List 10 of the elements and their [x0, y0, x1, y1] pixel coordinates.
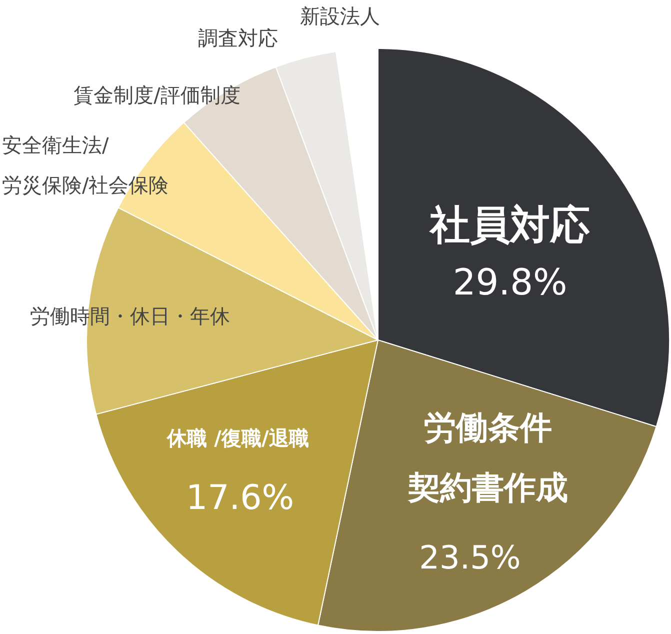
- slice-label: 労働条件契約書作成: [407, 408, 568, 506]
- slice-label: 調査対応: [198, 26, 278, 50]
- slice-label: 休職 /復職/退職: [166, 426, 309, 450]
- slice-label: 新設法人: [300, 4, 380, 28]
- slice-label: 社員対応: [429, 202, 590, 248]
- slice-label: 安全衛生法/労災保険/社会保険: [2, 133, 169, 198]
- data-label: 23.5%: [419, 538, 521, 576]
- data-label: 17.6%: [186, 478, 294, 518]
- data-label: 29.8%: [452, 262, 568, 304]
- slice-label: 賃金制度/評価制度: [74, 83, 240, 108]
